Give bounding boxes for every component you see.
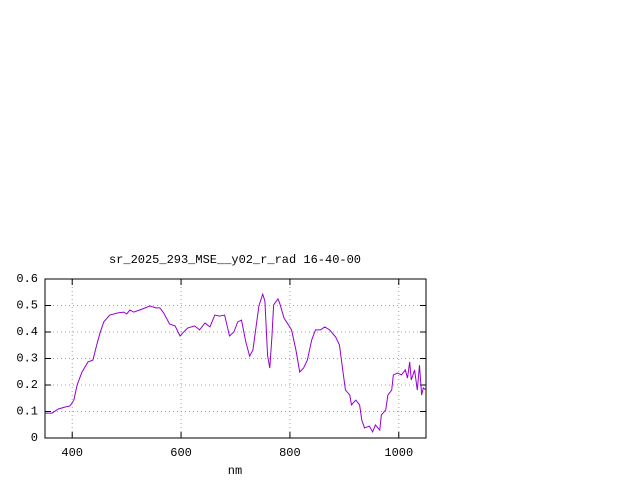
x-tick-label: 400	[61, 446, 83, 460]
y-tick-label: 0.6	[16, 272, 38, 286]
y-tick-label: 0.3	[16, 352, 38, 366]
y-tick-label: 0.4	[16, 325, 38, 339]
y-tick-label: 0.2	[16, 378, 38, 392]
x-tick-label: 600	[170, 446, 192, 460]
data-line	[45, 292, 427, 434]
y-tick-label: 0.5	[16, 299, 38, 313]
x-tick-label: 1000	[384, 446, 413, 460]
x-axis-label: nm	[228, 464, 242, 478]
y-tick-label: 0	[31, 431, 38, 445]
x-tick-label: 800	[279, 446, 301, 460]
chart-title: sr_2025_293_MSE__y02_r_rad 16-40-00	[109, 253, 361, 267]
y-tick-label: 0.1	[16, 405, 38, 419]
plot-frame	[44, 278, 427, 439]
